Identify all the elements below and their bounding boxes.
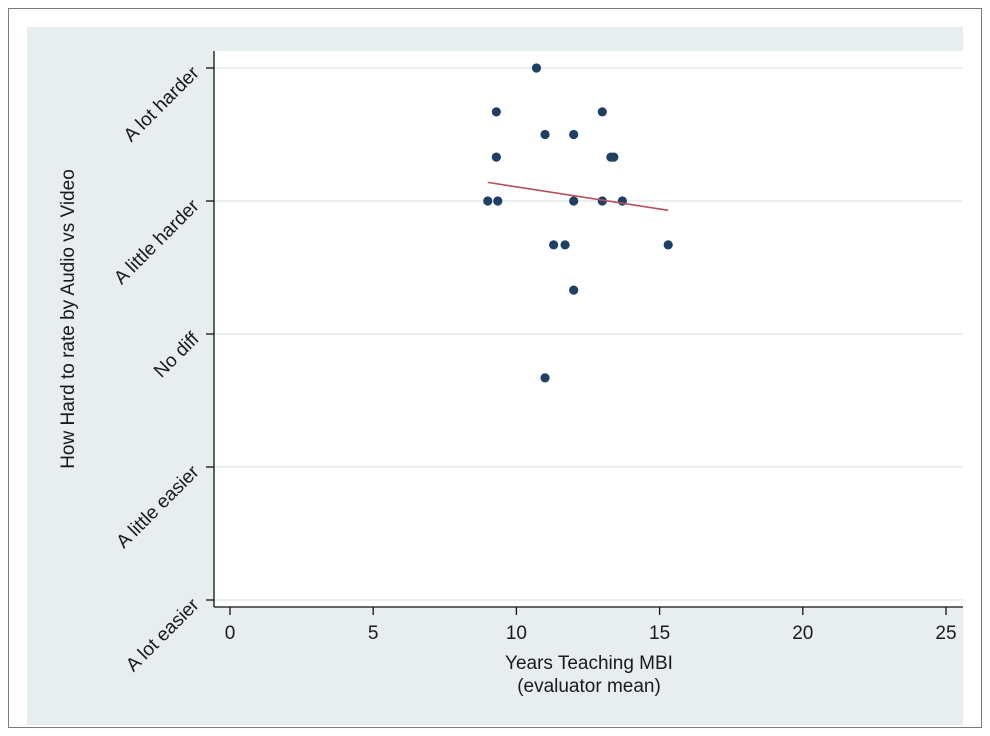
data-point — [491, 107, 501, 117]
data-point — [609, 152, 619, 162]
axes — [213, 51, 963, 608]
data-point — [569, 196, 579, 206]
x-axis-ticks: 0 5 10 15 20 25 — [225, 607, 957, 644]
data-point — [491, 152, 501, 162]
data-point — [483, 196, 493, 206]
x-tick-label: 5 — [368, 623, 379, 644]
data-point — [549, 240, 559, 250]
data-point — [663, 240, 673, 250]
data-point — [597, 107, 607, 117]
data-point — [560, 240, 570, 250]
fit-line — [487, 181, 669, 212]
data-point — [597, 196, 607, 206]
plot-area — [214, 51, 963, 607]
data-point — [540, 129, 550, 140]
x-tick-label: 15 — [649, 623, 670, 644]
data-point — [569, 129, 579, 140]
data-point — [569, 285, 579, 295]
data-point — [493, 196, 503, 206]
x-tick-label: 25 — [935, 623, 956, 644]
x-axis-subtitle: (evaluator mean) — [517, 676, 661, 697]
x-tick-label: 0 — [225, 623, 236, 644]
data-point — [540, 373, 550, 383]
data-points — [483, 63, 673, 383]
figure-frame: 0 5 10 15 20 25 A lot easier A little easier No… — [8, 8, 982, 728]
x-axis-title: Years Teaching MBI — [505, 653, 673, 674]
y-axis-title: How Hard to rate by Audio vs Video — [58, 169, 79, 469]
gridlines — [214, 67, 963, 601]
data-point — [531, 63, 542, 73]
x-tick-label: 10 — [506, 623, 527, 644]
x-tick-label: 20 — [792, 623, 813, 644]
